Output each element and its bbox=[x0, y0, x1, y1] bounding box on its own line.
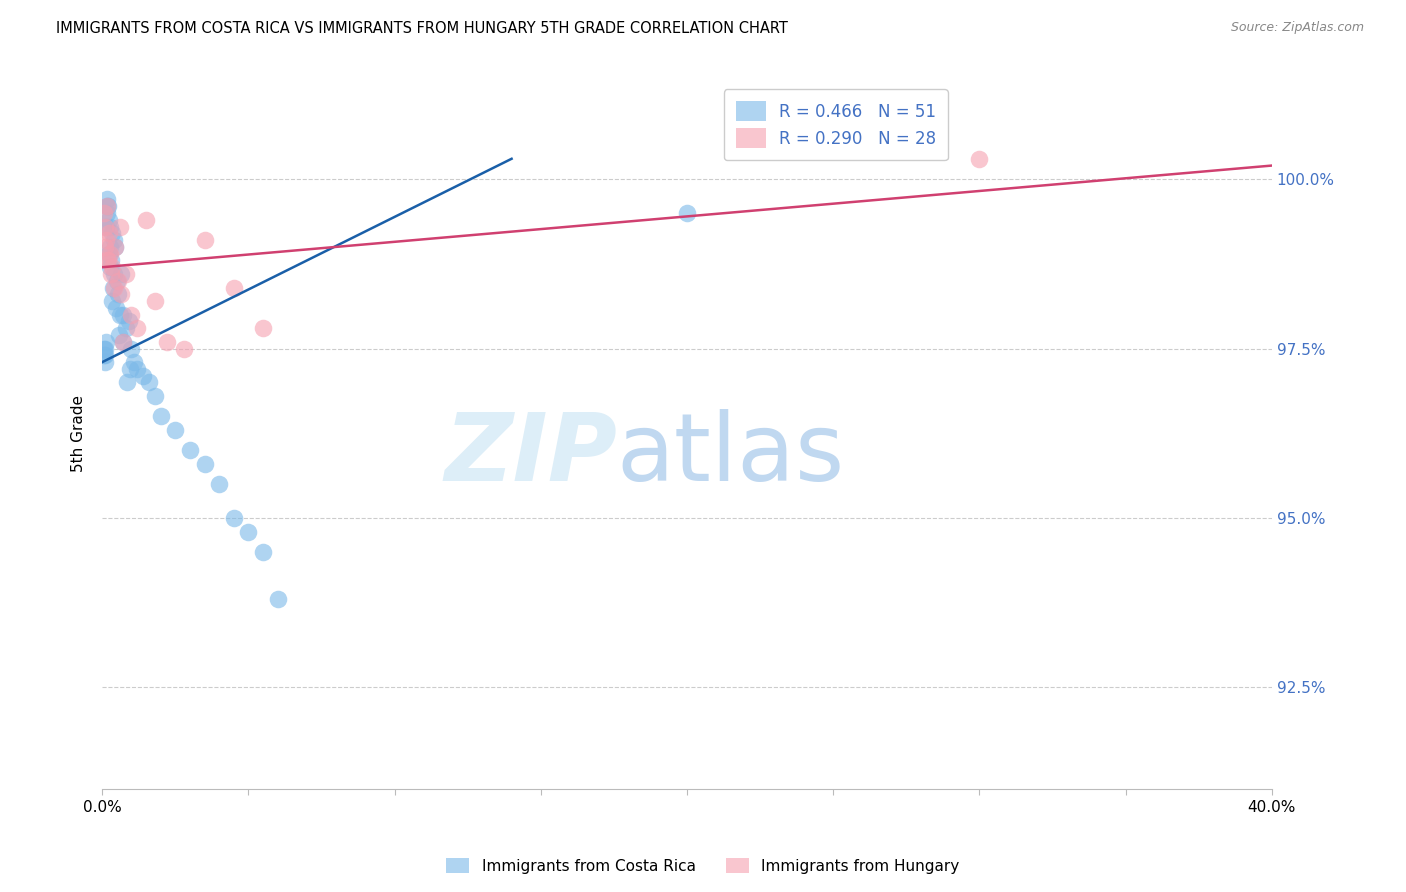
Text: IMMIGRANTS FROM COSTA RICA VS IMMIGRANTS FROM HUNGARY 5TH GRADE CORRELATION CHAR: IMMIGRANTS FROM COSTA RICA VS IMMIGRANTS… bbox=[56, 21, 789, 36]
Point bbox=[252, 321, 274, 335]
Point bbox=[149, 409, 172, 424]
Point bbox=[93, 219, 115, 234]
Legend: R = 0.466   N = 51, R = 0.290   N = 28: R = 0.466 N = 51, R = 0.290 N = 28 bbox=[724, 89, 948, 160]
Point bbox=[120, 308, 142, 322]
Point bbox=[135, 212, 157, 227]
Point bbox=[118, 362, 141, 376]
Point bbox=[94, 240, 117, 254]
Point bbox=[127, 362, 149, 376]
Point bbox=[143, 389, 166, 403]
Point bbox=[97, 227, 120, 241]
Point bbox=[132, 368, 155, 383]
Point bbox=[93, 342, 115, 356]
Point bbox=[103, 280, 125, 294]
Point bbox=[100, 294, 122, 309]
Point bbox=[101, 227, 124, 241]
Point bbox=[96, 199, 118, 213]
Y-axis label: 5th Grade: 5th Grade bbox=[72, 395, 86, 472]
Text: Source: ZipAtlas.com: Source: ZipAtlas.com bbox=[1230, 21, 1364, 34]
Point bbox=[97, 253, 120, 268]
Point bbox=[107, 287, 129, 301]
Point bbox=[127, 321, 149, 335]
Text: atlas: atlas bbox=[617, 409, 845, 500]
Point bbox=[110, 267, 132, 281]
Point bbox=[93, 342, 115, 356]
Point bbox=[124, 355, 146, 369]
Point bbox=[100, 240, 122, 254]
Point bbox=[103, 233, 125, 247]
Point bbox=[94, 355, 117, 369]
Point bbox=[108, 308, 131, 322]
Point bbox=[98, 260, 121, 275]
Point bbox=[114, 267, 136, 281]
Point bbox=[107, 274, 129, 288]
Point bbox=[138, 376, 160, 390]
Point bbox=[238, 524, 260, 539]
Point bbox=[105, 301, 128, 315]
Point bbox=[96, 199, 118, 213]
Point bbox=[96, 206, 118, 220]
Point bbox=[103, 280, 125, 294]
Point bbox=[143, 294, 166, 309]
Point bbox=[155, 334, 177, 349]
Point bbox=[96, 193, 118, 207]
Point bbox=[103, 267, 125, 281]
Point bbox=[93, 206, 115, 220]
Point bbox=[100, 267, 122, 281]
Point bbox=[193, 233, 215, 247]
Point bbox=[222, 280, 245, 294]
Point bbox=[94, 233, 117, 247]
Point bbox=[97, 199, 120, 213]
Point bbox=[100, 246, 122, 260]
Point bbox=[208, 477, 231, 491]
Point bbox=[104, 240, 127, 254]
Point bbox=[111, 308, 134, 322]
Point bbox=[108, 219, 131, 234]
Point bbox=[114, 321, 136, 335]
Point bbox=[97, 212, 120, 227]
Point bbox=[222, 511, 245, 525]
Point bbox=[969, 152, 991, 166]
Text: ZIP: ZIP bbox=[444, 409, 617, 500]
Point bbox=[108, 328, 131, 343]
Point bbox=[93, 348, 115, 362]
Point bbox=[94, 334, 117, 349]
Point bbox=[676, 206, 699, 220]
Point bbox=[110, 287, 132, 301]
Point bbox=[179, 443, 201, 458]
Point bbox=[96, 253, 118, 268]
Point bbox=[104, 240, 127, 254]
Point bbox=[111, 334, 134, 349]
Point bbox=[97, 246, 120, 260]
Point bbox=[117, 314, 139, 328]
Point bbox=[101, 260, 124, 275]
Point bbox=[94, 348, 117, 362]
Legend: Immigrants from Costa Rica, Immigrants from Hungary: Immigrants from Costa Rica, Immigrants f… bbox=[440, 852, 966, 880]
Point bbox=[115, 376, 138, 390]
Point bbox=[112, 334, 135, 349]
Point bbox=[193, 457, 215, 471]
Point bbox=[100, 253, 122, 268]
Point bbox=[105, 274, 128, 288]
Point bbox=[98, 219, 121, 234]
Point bbox=[266, 592, 288, 607]
Point bbox=[120, 342, 142, 356]
Point bbox=[252, 545, 274, 559]
Point bbox=[173, 342, 195, 356]
Point bbox=[165, 423, 187, 437]
Point bbox=[94, 219, 117, 234]
